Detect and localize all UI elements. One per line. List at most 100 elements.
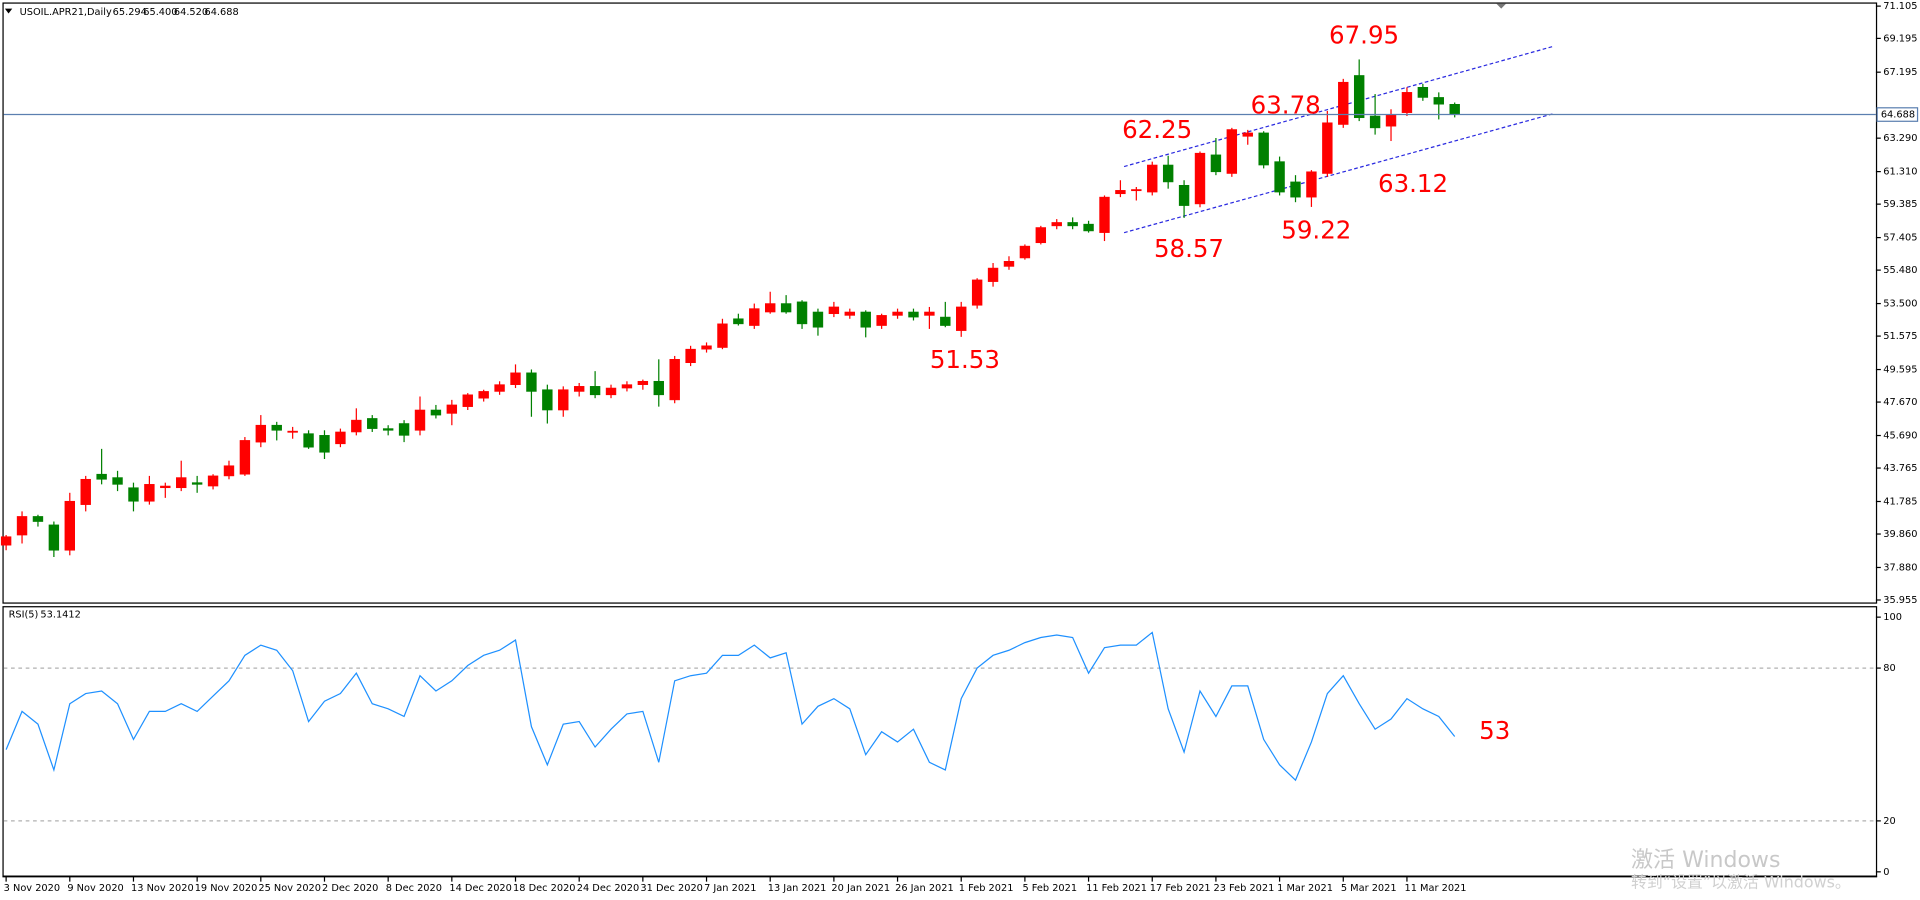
candle-body — [573, 386, 585, 392]
candle-body — [1322, 122, 1333, 174]
candle-body — [987, 267, 999, 282]
candle-body — [96, 473, 107, 480]
candle-body — [844, 311, 855, 316]
candle-body — [462, 394, 473, 407]
y-tick-label: 37.880 — [1883, 562, 1917, 573]
candle-body — [653, 380, 664, 396]
x-tick-label: 19 Nov 2020 — [195, 883, 258, 894]
candle-body — [160, 485, 171, 489]
candle-body — [605, 387, 617, 396]
candle-body — [80, 478, 91, 505]
main-header: USOIL.APR21,Daily 65.294 65.400 64.520 6… — [20, 7, 239, 18]
price-tag-label: 64.688 — [1881, 110, 1915, 121]
x-tick-label: 11 Mar 2021 — [1404, 883, 1466, 894]
candle-body — [1147, 164, 1158, 193]
candle-body — [144, 484, 155, 502]
x-tick-label: 11 Feb 2021 — [1086, 883, 1147, 894]
x-tick-label: 13 Nov 2020 — [131, 883, 194, 894]
x-tick-label: 17 Feb 2021 — [1150, 883, 1211, 894]
candle-body — [398, 423, 410, 436]
candle-body — [1290, 181, 1301, 198]
candle-body — [239, 440, 251, 475]
x-tick-label: 14 Dec 2020 — [449, 883, 512, 894]
price-annotation: 51.53 — [930, 345, 1000, 374]
candle-body — [16, 516, 28, 536]
x-tick-label: 24 Dec 2020 — [577, 883, 640, 894]
candle-body — [271, 424, 282, 431]
price-tag — [1876, 107, 1919, 122]
candle-body — [0, 536, 12, 546]
candle-body — [207, 475, 219, 487]
y-tick-label: 61.310 — [1883, 167, 1917, 178]
candle-body — [64, 500, 75, 551]
candle-body — [287, 430, 298, 433]
watermark-title: 激活 Windows — [1631, 848, 1780, 873]
candle-body — [335, 431, 346, 445]
price-annotation: 63.12 — [1378, 169, 1448, 198]
candle-body — [1083, 223, 1094, 232]
candle-body — [191, 482, 203, 485]
candle-body — [1210, 154, 1222, 173]
y-tick-label: 55.480 — [1883, 265, 1917, 276]
candle-body — [542, 389, 553, 411]
candle-body — [1019, 245, 1031, 259]
candle-body — [1417, 86, 1429, 98]
price-annotation: 63.78 — [1251, 91, 1321, 120]
price-annotation: 59.22 — [1281, 215, 1351, 244]
price-annotation: 58.57 — [1154, 234, 1224, 263]
symbol-title: USOIL.APR21,Daily — [20, 7, 112, 18]
candle-body — [430, 409, 442, 416]
candle-body — [1067, 222, 1078, 227]
candle-body — [1051, 222, 1062, 227]
candle-body — [1003, 261, 1015, 267]
candle-body — [414, 409, 426, 431]
candle-body — [1306, 171, 1317, 198]
rsi-tick-label: 80 — [1883, 663, 1895, 674]
candle-body — [621, 384, 633, 389]
x-tick-label: 3 Nov 2020 — [4, 883, 60, 894]
candle-body — [892, 311, 903, 316]
y-tick-label: 51.575 — [1883, 331, 1917, 342]
x-tick-label: 13 Jan 2021 — [768, 883, 827, 894]
candle-body — [446, 404, 458, 414]
candle-body — [701, 345, 712, 350]
candle-body — [971, 279, 983, 306]
y-tick-label: 45.690 — [1883, 431, 1917, 442]
x-tick-label: 7 Jan 2021 — [704, 883, 756, 894]
y-tick-label: 35.955 — [1883, 595, 1917, 606]
rsi-tick-label: 0 — [1883, 867, 1889, 878]
candle-body — [478, 391, 489, 399]
candle-body — [112, 477, 123, 485]
menu-arrow — [4, 8, 13, 14]
candle-body — [48, 524, 60, 551]
candle-body — [176, 477, 187, 489]
low-label: 64.520 — [174, 7, 208, 18]
open-label: 65.294 — [113, 7, 147, 18]
candle-body — [685, 348, 696, 364]
candle-body — [1338, 81, 1349, 125]
x-tick-label: 31 Dec 2020 — [640, 883, 703, 894]
price-annotation: 67.95 — [1329, 21, 1399, 50]
candle-body — [924, 311, 935, 316]
x-tick-label: 1 Feb 2021 — [959, 883, 1014, 894]
candle-body — [128, 487, 139, 502]
candle-body — [733, 318, 744, 325]
candle-body — [1099, 196, 1110, 233]
rsi-annotation: 53 — [1479, 716, 1510, 745]
candle-body — [637, 380, 649, 385]
candle-body — [1178, 184, 1190, 206]
candle-body — [956, 306, 967, 331]
channel-lower — [1123, 113, 1553, 234]
candle-body — [812, 311, 824, 328]
candle-body — [223, 465, 235, 477]
y-tick-label: 57.405 — [1883, 233, 1917, 244]
rsi-header: RSI(5) 53.1412 — [9, 610, 81, 621]
x-tick-label: 2 Dec 2020 — [322, 883, 378, 894]
candle-body — [255, 424, 267, 443]
candle-body — [860, 311, 871, 328]
x-tick-label: 5 Feb 2021 — [1022, 883, 1077, 894]
candle-body — [1353, 75, 1365, 119]
